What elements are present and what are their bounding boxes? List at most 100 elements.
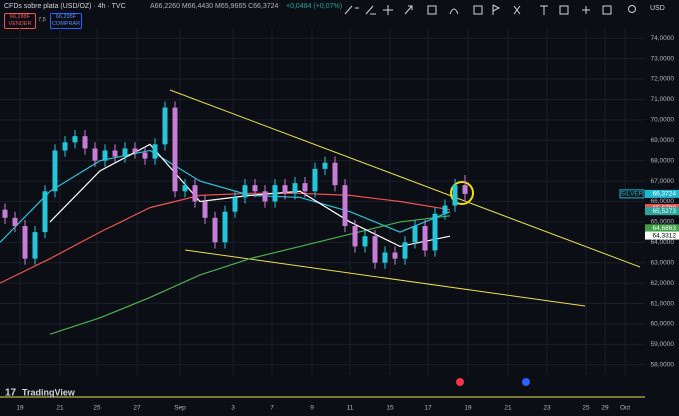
candle-body	[152, 144, 158, 159]
candle-body	[122, 148, 128, 157]
candle-body	[12, 217, 18, 226]
buy-price: 66,295F	[55, 14, 77, 20]
candle-body	[322, 162, 328, 169]
y-tick-label: 70,0000	[651, 117, 675, 124]
candle-body	[442, 205, 448, 214]
candle-body	[232, 197, 238, 212]
candle-body	[162, 107, 168, 145]
event-icon[interactable]	[522, 378, 530, 386]
candle-body	[422, 225, 428, 251]
candle-body	[282, 185, 288, 194]
candle-body	[242, 185, 248, 198]
candle-body	[92, 148, 98, 161]
candle-body	[402, 242, 408, 259]
candle-body	[262, 191, 268, 202]
currency[interactable]: USD	[650, 5, 665, 12]
candle-body	[342, 185, 348, 226]
symbol-tag-label: SILVER	[621, 191, 644, 198]
candle-body	[132, 148, 138, 153]
candle-body	[72, 136, 78, 143]
candle-body	[392, 252, 398, 259]
y-tick-label: 59,0000	[651, 341, 675, 348]
price-label-box	[645, 207, 679, 216]
brand: TradingView	[22, 387, 76, 397]
spread: 7,5	[38, 17, 46, 23]
x-tick-label: 25	[582, 405, 590, 412]
x-tick-label: 25	[93, 405, 101, 412]
candle-body	[112, 150, 118, 157]
y-tick-label: 73,0000	[651, 55, 675, 62]
candle-body	[42, 191, 48, 233]
x-tick-label: 19	[464, 405, 472, 412]
candle-body	[212, 217, 218, 243]
x-tick-label: 27	[133, 405, 141, 412]
candle-body	[292, 183, 298, 194]
event-icon[interactable]	[456, 378, 464, 386]
y-tick-label: 64,0000	[651, 239, 675, 246]
y-tick-label: 61,0000	[651, 300, 675, 307]
x-tick-label: 21	[504, 405, 512, 412]
candle-body	[202, 201, 208, 218]
candle-body	[312, 168, 318, 192]
trendline[interactable]	[169, 89, 641, 268]
candle-body	[62, 142, 68, 151]
candle-body	[432, 213, 438, 251]
y-tick-label: 58,0000	[651, 362, 675, 369]
candle-body	[302, 183, 308, 192]
candle-body	[172, 107, 178, 192]
logo: 17	[5, 388, 17, 399]
candle-body	[142, 152, 148, 159]
price-label-box	[645, 189, 679, 198]
buy-label: COMPRAR	[51, 21, 81, 27]
x-tick-label: 17	[424, 405, 432, 412]
ma-line	[49, 143, 451, 248]
buy-button[interactable]: 66,295F COMPRAR	[50, 13, 82, 29]
x-tick-label: 21	[56, 405, 64, 412]
price-label: 64,6863	[653, 225, 677, 232]
price-label: 64,3312	[653, 232, 677, 239]
x-tick-label: 15	[386, 405, 394, 412]
price-label-box	[645, 231, 679, 240]
candle-body	[462, 185, 468, 194]
y-tick-label: 68,0000	[651, 157, 675, 164]
price-label: 65,5273	[653, 208, 677, 215]
y-tick-label: 69,0000	[651, 137, 675, 144]
candle-body	[22, 225, 28, 259]
candle-body	[382, 252, 388, 263]
candle-body	[362, 236, 368, 247]
candle-body	[412, 225, 418, 243]
y-tick-label: 63,0000	[651, 259, 675, 266]
x-tick-label: 9	[310, 405, 314, 412]
ma-line	[0, 192, 451, 284]
price-label: 66,3724	[653, 191, 677, 198]
ma-line	[49, 215, 451, 335]
candle-body	[272, 185, 278, 202]
x-tick-label: Oct	[620, 405, 630, 412]
y-tick-label: 65,0000	[651, 219, 675, 226]
candle-body	[82, 136, 88, 149]
trendline[interactable]	[184, 249, 586, 307]
candle-body	[452, 185, 458, 206]
ohlc: A66,2260 M66,4430 M65,9665 C66,3724	[150, 3, 279, 10]
ma-line	[0, 149, 451, 243]
toolbar[interactable]	[344, 4, 636, 15]
candle-body	[2, 209, 8, 218]
sell-price: 66,288F	[9, 14, 31, 20]
candle-body	[182, 185, 188, 192]
symbol[interactable]: CFDs sobre plata (USD/OZ) · 4h · TVC	[4, 3, 126, 10]
candle-body	[332, 162, 338, 186]
candle-body	[372, 236, 378, 263]
y-tick-label: 72,0000	[651, 76, 675, 83]
highlight-circle[interactable]	[450, 181, 474, 205]
x-tick-label: 7	[270, 405, 274, 412]
y-tick-label: 62,0000	[651, 280, 675, 287]
price-label-box	[645, 224, 679, 233]
x-tick-label: 11	[347, 405, 354, 412]
y-tick-label: 67,0000	[651, 178, 675, 185]
candle-body	[252, 185, 258, 192]
candle-body	[52, 150, 58, 192]
sell-label: VENDER	[8, 21, 32, 27]
candle-body	[352, 225, 358, 247]
x-tick-label: 19	[16, 405, 24, 412]
